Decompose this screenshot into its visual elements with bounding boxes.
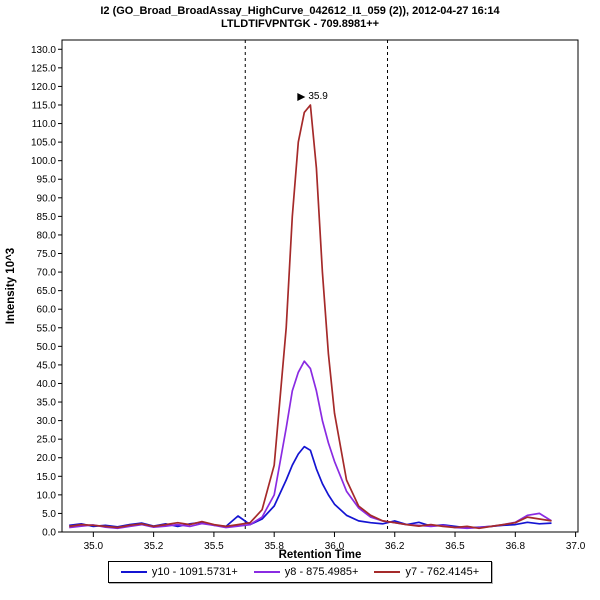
- y-tick-label: 80.0: [37, 230, 57, 241]
- legend-item: y7 - 762.4145+: [374, 566, 479, 578]
- y-tick-label: 30.0: [37, 416, 57, 427]
- y-tick-label: 100.0: [31, 156, 56, 167]
- legend-item: y8 - 875.4985+: [253, 566, 359, 578]
- x-tick-label: 35.0: [84, 541, 104, 552]
- legend-line-sample-icon: [253, 571, 280, 573]
- y-tick-label: 65.0: [37, 286, 57, 297]
- legend-box: y10 - 1091.5731+ y8 - 875.4985+ y7 - 762.4…: [107, 561, 493, 583]
- legend-line-sample-icon: [120, 571, 147, 573]
- x-tick-label: 35.5: [204, 541, 224, 552]
- plot-layer: 0.0 5.0 10.0 15.0 20.0 25.0 30.0 35.0 40.0 45.0 50…: [31, 39, 586, 552]
- x-tick-label: 35.8: [264, 541, 284, 552]
- series-line-y7: [69, 104, 552, 530]
- chromatogram-plot[interactable]: Retention Time Intensity 10^3 0.0 5.0 10.0…: [0, 34, 600, 565]
- y-tick-label: 40.0: [37, 379, 57, 390]
- y-tick-label: 90.0: [37, 193, 57, 204]
- series-line-y8: [69, 360, 552, 530]
- y-tick-label: 75.0: [37, 249, 57, 260]
- peak-pointer-icon: [297, 92, 306, 101]
- chart-title-replicate: I2 (GO_Broad_BroadAssay_HighCurve_042612…: [100, 5, 500, 17]
- plot-area[interactable]: [61, 39, 579, 533]
- legend-line-sample-icon: [374, 571, 401, 573]
- y-tick-label: 130.0: [31, 45, 56, 56]
- y-tick-label: 70.0: [37, 268, 57, 279]
- x-tick-label: 35.2: [144, 541, 164, 552]
- y-tick-label: 125.0: [31, 63, 56, 74]
- y-tick-label: 0.0: [42, 528, 56, 539]
- y-tick-label: 120.0: [31, 82, 56, 93]
- legend-item-label: y7 - 762.4145+: [405, 566, 480, 578]
- x-tick-label: 36.0: [325, 541, 345, 552]
- x-axis-title: Retention Time: [279, 549, 362, 561]
- legend-item: y10 - 1091.5731+: [120, 566, 238, 578]
- y-tick-label: 55.0: [37, 323, 57, 334]
- y-tick-label: 50.0: [37, 342, 57, 353]
- x-tick-label: 37.0: [566, 541, 586, 552]
- legend-item-label: y8 - 875.4985+: [284, 566, 359, 578]
- x-tick-label: 36.2: [385, 541, 405, 552]
- y-tick-label: 85.0: [37, 212, 57, 223]
- y-tick-label: 35.0: [37, 398, 57, 409]
- x-tick-label: 36.5: [445, 541, 465, 552]
- legend: y10 - 1091.5731+ y8 - 875.4985+ y7 - 762.4…: [0, 561, 600, 583]
- y-tick-label: 110.0: [32, 119, 57, 130]
- y-tick-label: 95.0: [37, 175, 57, 186]
- y-tick-label: 20.0: [37, 453, 57, 464]
- peak-rt-annotation: 35.9: [308, 91, 328, 102]
- y-tick-label: 15.0: [37, 472, 57, 483]
- x-tick-label: 36.8: [506, 541, 526, 552]
- chart-title-peptide: LTLDTIFVPNTGK - 709.8981++: [220, 18, 380, 30]
- y-tick-label: 25.0: [37, 435, 57, 446]
- y-tick-label: 45.0: [37, 360, 57, 371]
- y-tick-label: 60.0: [37, 305, 57, 316]
- legend-item-label: y10 - 1091.5731+: [151, 566, 238, 578]
- y-axis-title: Intensity 10^3: [5, 248, 17, 324]
- y-tick-label: 5.0: [42, 509, 56, 520]
- y-tick-label: 10.0: [37, 490, 57, 501]
- y-tick-label: 105.0: [31, 138, 56, 149]
- y-tick-label: 115.0: [32, 100, 57, 111]
